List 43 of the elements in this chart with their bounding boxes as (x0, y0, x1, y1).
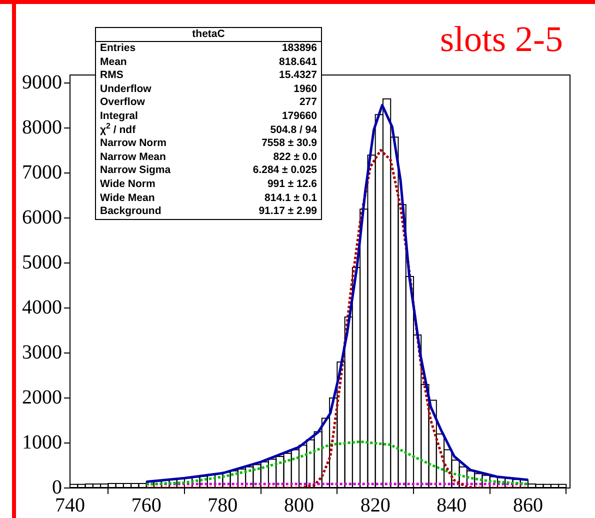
annotation: Narrow Norm (100, 137, 167, 151)
annotation: 1960 (294, 82, 317, 96)
text: 183896 (282, 42, 317, 56)
annotation: 822 ± 0.0 (273, 150, 317, 164)
x-tick-label: 820 (360, 494, 390, 516)
chart-title: slots 2-5 (440, 18, 563, 60)
x-tick-label: 760 (131, 494, 162, 516)
annotation: 991 ± 12.6 (267, 178, 317, 192)
annotation: Background (100, 205, 162, 219)
annotation: 15.4327 (279, 69, 317, 83)
y-tick-label: 1000 (22, 431, 62, 454)
annotation: Wide Mean (100, 192, 155, 206)
text: Entries (100, 42, 136, 56)
y-tick-label: 4000 (22, 296, 62, 318)
x-tick-label: 860 (513, 494, 544, 516)
text: Mean (100, 56, 127, 70)
text: thetaC (96, 28, 321, 42)
y-tick-label: 9000 (22, 71, 62, 94)
annotation: 6.284 ± 0.025 (252, 164, 317, 178)
y-tick-label: 6000 (22, 206, 62, 228)
x-tick-label: 840 (436, 494, 467, 516)
annotation: Integral (100, 110, 138, 122)
y-tick-label: 3000 (22, 341, 62, 364)
annotation: Narrow Sigma (100, 164, 171, 178)
annotation: 814.1 ± 0.1 (264, 192, 317, 206)
annotation: χ$^{2}$ / ndf (100, 121, 136, 138)
annotation: RMS (100, 69, 124, 83)
annotation: Overflow (100, 96, 145, 110)
text: 818.641 (279, 56, 317, 70)
y-tick-label: 5000 (22, 251, 62, 274)
annotation: 7558 ± 30.9 (262, 137, 317, 151)
annotation: Underflow (100, 82, 152, 96)
annotation: 91.17 ± 2.99 (258, 205, 317, 219)
annotation: Wide Norm (100, 178, 156, 192)
x-tick-label: 780 (208, 494, 238, 516)
annotation: 504.8 / 94 (270, 124, 317, 138)
annotation: Narrow Mean (100, 150, 166, 164)
annotation: 277 (299, 96, 317, 110)
y-tick-label: 7000 (22, 161, 62, 184)
annotation: 179660 (282, 110, 317, 124)
y-tick-label: 2000 (22, 386, 62, 408)
y-tick-label: 8000 (22, 116, 62, 138)
x-tick-label: 800 (284, 494, 314, 516)
